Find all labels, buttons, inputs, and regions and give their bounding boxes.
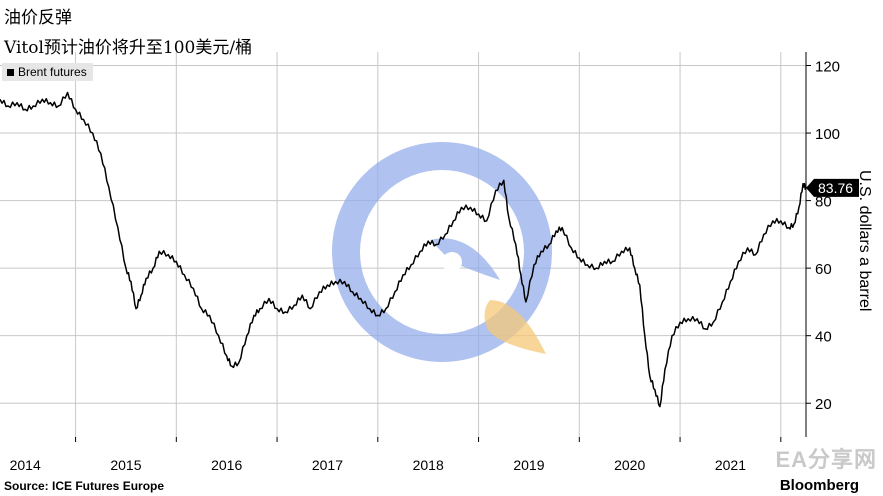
x-tick-label: 2014 [10, 457, 41, 473]
y-tick-label: 60 [815, 261, 832, 278]
last-value-tag [806, 178, 859, 197]
x-tick-label: 2017 [312, 457, 343, 473]
x-axis: 2014 2015 2016 2017 2018 2019 2020 2021 [10, 437, 782, 473]
legend-label: Brent futures [18, 65, 87, 79]
x-tick-label: 2016 [211, 457, 242, 473]
x-tick-label: 2018 [413, 457, 444, 473]
brand-logo: Bloomberg [779, 477, 859, 494]
last-value-label: 83.76 [806, 178, 859, 197]
watermark-logo [332, 142, 552, 362]
y-tick-label: 100 [815, 126, 840, 143]
y-axis-label: U.S. dollars a barrel [856, 170, 873, 312]
last-value-text: 83.76 [818, 180, 853, 196]
y-tick-label: 20 [815, 396, 832, 413]
x-tick-label: 2021 [715, 457, 746, 473]
y-tick-label: 40 [815, 329, 832, 346]
y-axis: 20 40 60 80 100 120 [805, 52, 840, 437]
legend: Brent futures [2, 63, 93, 81]
series-layer [0, 91, 807, 408]
y-tick-label: 120 [815, 59, 840, 76]
chart-title: 油价反弹 [4, 8, 72, 28]
source-note: Source: ICE Futures Europe [4, 479, 165, 493]
watermark-text: EA分享网 [775, 447, 877, 472]
chart-subtitle: Vitol预计油价将升至100美元/桶 [4, 38, 253, 58]
x-tick-label: 2019 [513, 457, 544, 473]
x-tick-label: 2015 [110, 457, 141, 473]
series-line-brent [0, 91, 807, 408]
x-tick-label: 2020 [614, 457, 645, 473]
y-tick-label: 80 [815, 194, 832, 211]
legend-swatch [7, 68, 14, 76]
